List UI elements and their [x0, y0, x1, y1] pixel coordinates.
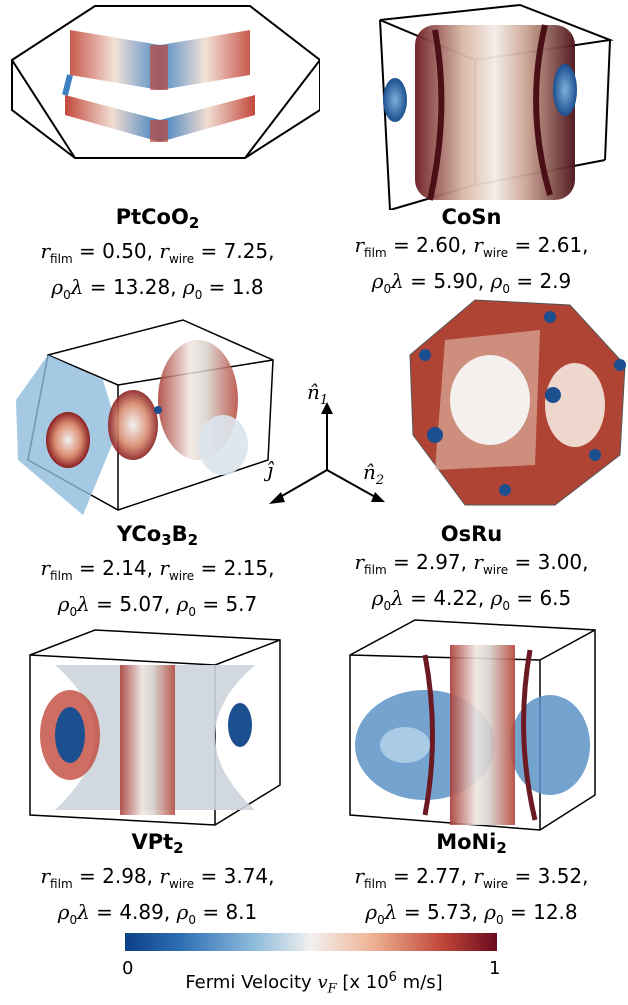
- r-wire-value: 2.15: [223, 556, 269, 580]
- fermi-surface-ptcoo2: [0, 0, 320, 200]
- colorbar-label: Fermi Velocity vF [x 106 m/s]: [185, 970, 443, 997]
- r-wire-value: 3.00: [537, 550, 583, 574]
- r-film-value: 2.98: [102, 864, 147, 888]
- r-wire-value: 3.52: [537, 864, 583, 888]
- orientation-axes: n̂1 ĵ n̂2: [255, 380, 390, 510]
- axis-n1-label: n̂1: [307, 380, 329, 408]
- r-film-value: 2.60: [416, 233, 461, 257]
- r-wire-value: 7.25: [223, 239, 269, 263]
- fermi-velocity-colorbar: [125, 933, 497, 951]
- material-name: PtCoO: [115, 205, 189, 229]
- fermi-surface-cosn: [375, 0, 625, 210]
- material-name: OsRu: [440, 522, 503, 546]
- axis-n2-label: n̂2: [363, 460, 385, 488]
- material-name: VPt: [131, 830, 174, 854]
- rho0-lambda-value: 13.28: [112, 275, 171, 299]
- rho0-lambda-value: 4.89: [119, 900, 164, 924]
- r-film-value: 2.97: [416, 550, 461, 574]
- rho0-value: 2.9: [539, 269, 572, 293]
- r-film-value: 2.14: [102, 556, 147, 580]
- fermi-surface-moni2: [345, 615, 600, 835]
- rho0-value: 5.7: [225, 592, 258, 616]
- caption-osru: OsRu rfilm = 2.97, rwire = 3.00, ρ0λ = 4…: [354, 522, 589, 613]
- axis-j-label: ĵ: [267, 458, 274, 482]
- caption-yco3b2: YCo3B2 rfilm = 2.14, rwire = 2.15, ρ0λ =…: [40, 522, 275, 619]
- r-film-value: 0.50: [102, 239, 147, 263]
- rho0-lambda-value: 4.22: [433, 586, 478, 610]
- rho0-value: 1.8: [231, 275, 264, 299]
- rho0-lambda-value: 5.73: [426, 900, 472, 924]
- rho0-value: 12.8: [533, 900, 578, 924]
- caption-ptcoo2: PtCoO2 rfilm = 0.50, rwire = 7.25, ρ0λ =…: [40, 205, 275, 302]
- rho0-lambda-value: 5.07: [119, 592, 164, 616]
- rho0-value: 6.5: [539, 586, 572, 610]
- rho0-value: 8.1: [225, 900, 258, 924]
- r-film-value: 2.77: [416, 864, 461, 888]
- r-wire-value: 2.61: [537, 233, 583, 257]
- caption-moni2: MoNi2 rfilm = 2.77, rwire = 3.52, ρ0λ = …: [354, 830, 589, 927]
- material-name: CoSn: [441, 205, 502, 229]
- caption-vpt2: VPt2 rfilm = 2.98, rwire = 3.74, ρ0λ = 4…: [40, 830, 275, 927]
- r-wire-value: 3.74: [223, 864, 269, 888]
- rho0-lambda-value: 5.90: [433, 269, 478, 293]
- colorbar-max-label: 1: [489, 958, 501, 979]
- material-name: YCo: [116, 522, 162, 546]
- fermi-surface-osru: [405, 295, 628, 510]
- material-name: MoNi: [436, 830, 497, 854]
- caption-cosn: CoSn rfilm = 2.60, rwire = 2.61, ρ0λ = 5…: [354, 205, 589, 296]
- fermi-surface-vpt2: [25, 625, 285, 830]
- fermi-surface-yco3b2: [8, 310, 278, 525]
- colorbar-min-label: 0: [122, 958, 134, 979]
